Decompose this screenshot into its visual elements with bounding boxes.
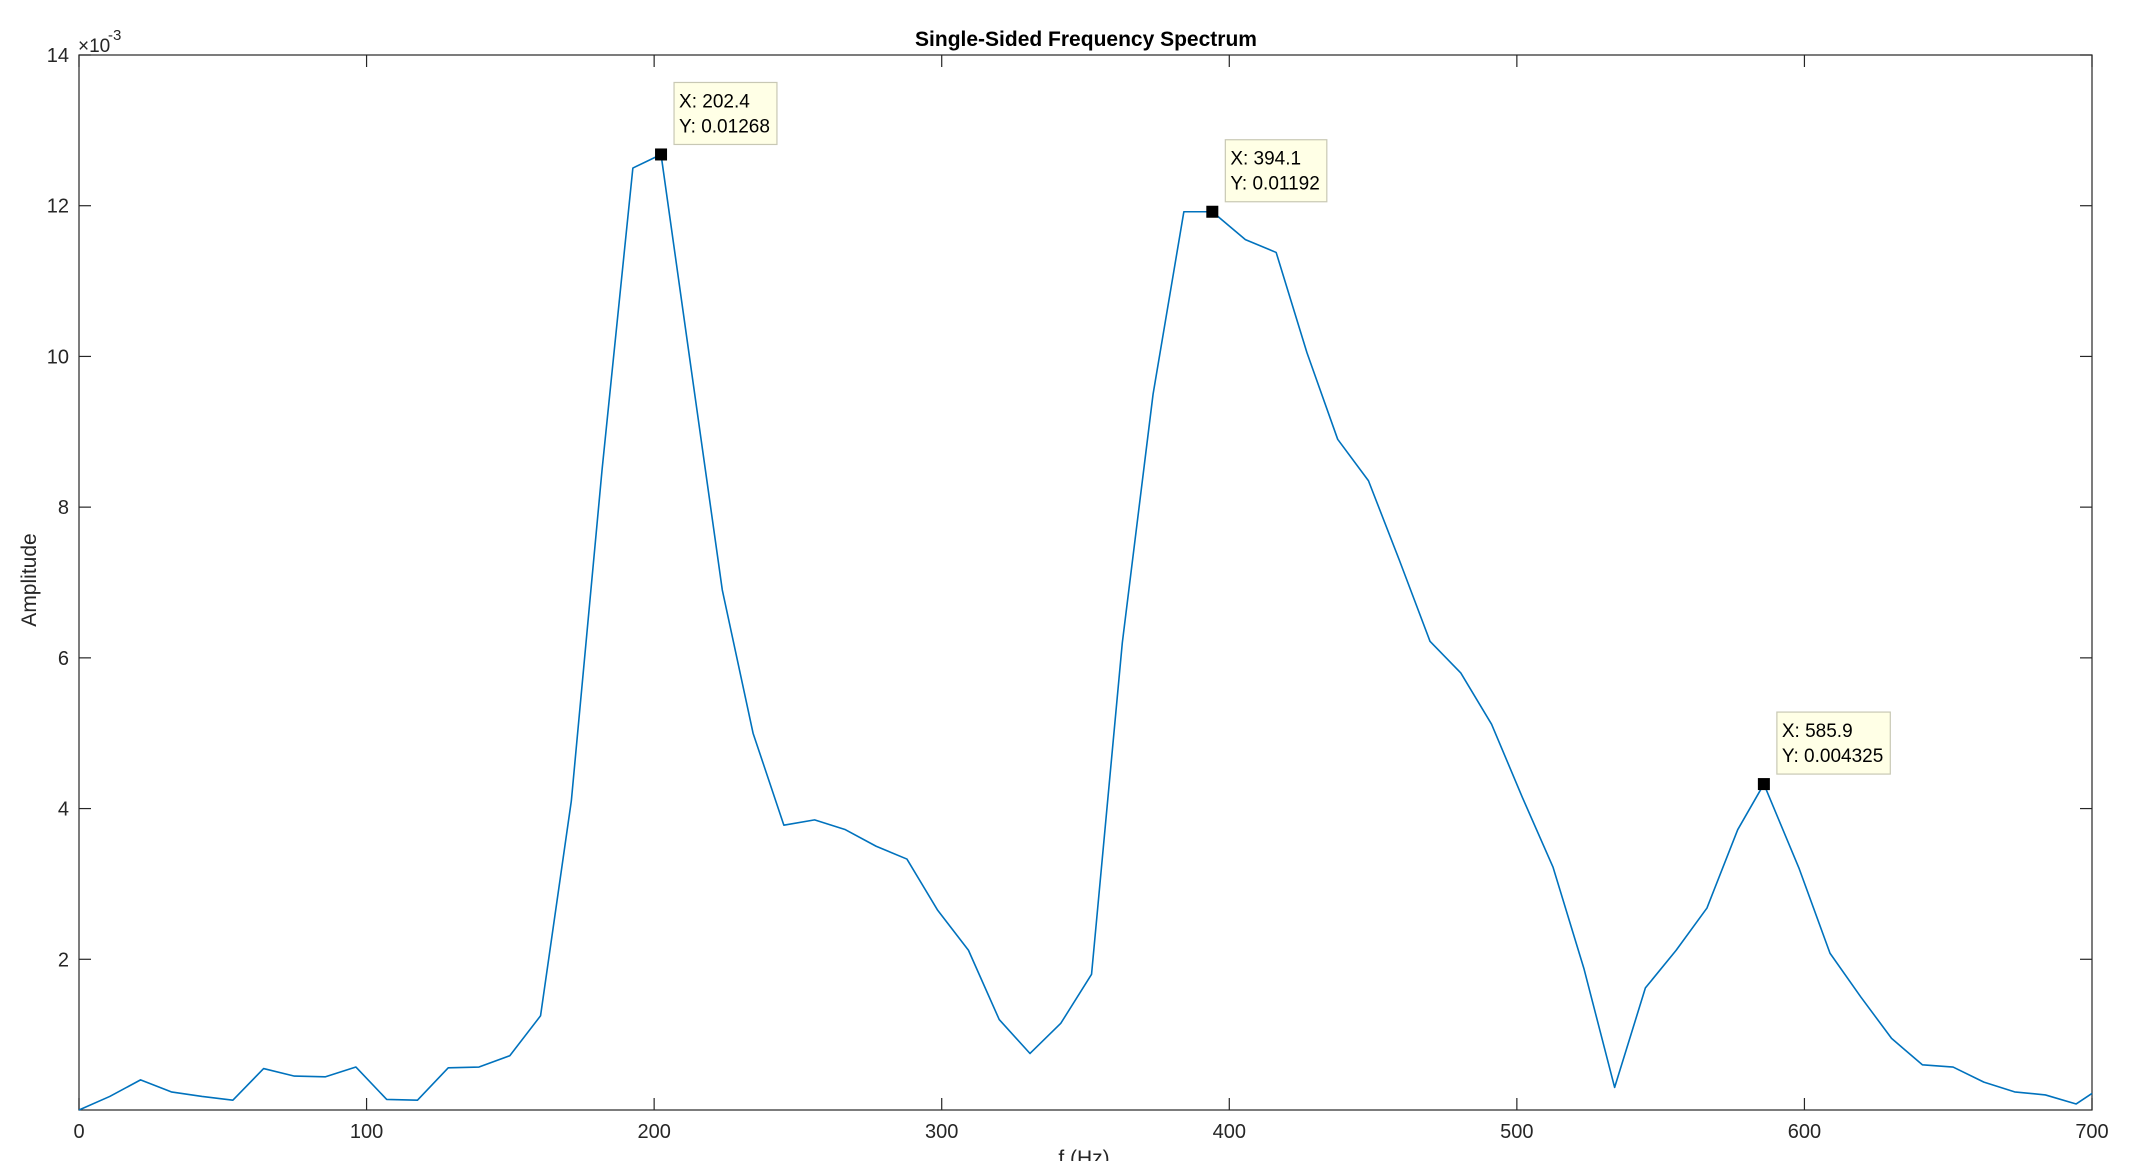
- y-axis-multiplier-base: ×10: [78, 36, 110, 57]
- x-axis-ticks: 0 100 200 300 400 500 600 700: [73, 55, 2109, 1143]
- datatip-marker[interactable]: [1757, 778, 1770, 791]
- datatip-marker[interactable]: [655, 148, 668, 161]
- datatip[interactable]: X: 394.1 Y: 0.01192: [1206, 139, 1328, 218]
- datatip-box: [673, 81, 778, 146]
- chart-title: Single-Sided Frequency Spectrum: [915, 28, 1257, 51]
- datatip-box: [1224, 139, 1328, 203]
- datatip-box: [1776, 711, 1891, 775]
- y-axis-ticks: 2 4 6 8 10 12 14: [47, 45, 2092, 971]
- y-tick-label: 14: [47, 45, 69, 67]
- x-tick-label: 200: [637, 1121, 670, 1143]
- datatip-x-label: X: 585.9: [1782, 721, 1853, 742]
- x-tick-label: 600: [1788, 1121, 1821, 1143]
- datatip-y-label: Y: 0.01192: [1230, 174, 1319, 195]
- x-tick-label: 700: [2075, 1121, 2108, 1143]
- y-tick-label: 4: [58, 799, 69, 821]
- x-tick-label: 300: [925, 1121, 958, 1143]
- datatip[interactable]: X: 585.9 Y: 0.004325: [1757, 711, 1891, 791]
- x-tick-label: 400: [1213, 1121, 1246, 1143]
- x-tick-label: 100: [350, 1121, 383, 1143]
- datatip-x-label: X: 202.4: [679, 91, 750, 112]
- datatip[interactable]: X: 202.4 Y: 0.01268: [655, 81, 778, 161]
- plot-area-box: [78, 54, 2093, 1111]
- y-tick-label: 12: [47, 196, 69, 218]
- datatip-y-label: Y: 0.01268: [679, 116, 770, 137]
- y-tick-label: 2: [58, 949, 69, 971]
- y-tick-label: 6: [58, 648, 69, 670]
- x-tick-label: 0: [73, 1121, 84, 1143]
- datatip-x-label: X: 394.1: [1230, 149, 1301, 170]
- y-axis-multiplier-exponent: -3: [108, 27, 121, 44]
- plot-axes: [78, 54, 2093, 1111]
- y-axis-label: Amplitude: [18, 533, 41, 626]
- x-tick-label: 500: [1500, 1121, 1533, 1143]
- y-tick-label: 10: [47, 346, 69, 368]
- x-axis-label: f (Hz): [1058, 1147, 1109, 1161]
- datatips-group: X: 202.4 Y: 0.01268 X: 394.1 Y: 0.01192 X: 5…: [655, 81, 1891, 791]
- datatip-marker[interactable]: [1206, 205, 1219, 218]
- y-tick-label: 8: [58, 497, 69, 519]
- datatip-y-label: Y: 0.004325: [1782, 746, 1883, 767]
